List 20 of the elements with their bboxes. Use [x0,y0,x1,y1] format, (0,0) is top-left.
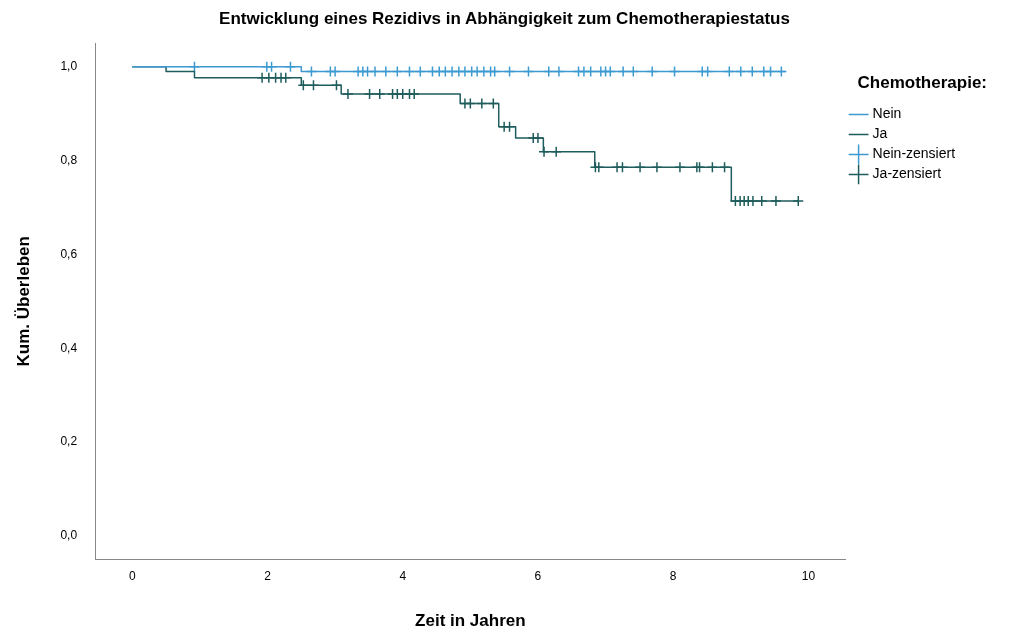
x-tick-label: 8 [669,568,677,583]
y-tick-label: 0,6 [60,246,78,261]
y-axis-title: Kum. Überleben [13,236,33,367]
x-tick-label: 4 [399,568,407,583]
legend-label: Nein-zensiert [872,145,956,162]
x-tick-label: 0 [128,568,136,583]
legend-title: Chemotherapie: [857,73,988,93]
legend-label: Nein [872,105,902,122]
y-tick-label: 1,0 [60,59,78,74]
y-tick-label: 0,4 [60,340,78,355]
x-tick-label: 2 [264,568,272,583]
y-tick-label: 0,2 [60,434,78,449]
y-tick-label: 0,8 [60,152,78,167]
x-tick-label: 6 [534,568,542,583]
legend-label: Ja-zensiert [872,165,942,182]
legend-label: Ja [872,125,888,142]
x-tick-label: 10 [801,568,816,583]
chart-title: Entwicklung eines Rezidivs in Abhängigkeit zum Chemotherapiestatus [219,8,790,28]
y-tick-label: 0,0 [60,528,78,543]
x-axis-title: Zeit in Jahren [415,611,526,631]
